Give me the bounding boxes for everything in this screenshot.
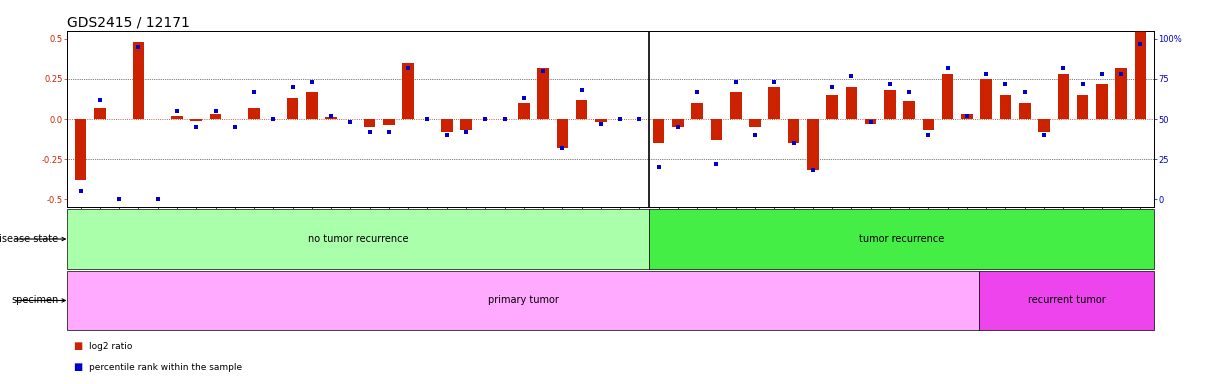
Bar (403, 63, 414, 119)
Bar (460, 119, 471, 130)
Bar (1077, 95, 1088, 119)
Bar (133, 42, 144, 119)
Bar (846, 87, 857, 119)
Bar (383, 119, 394, 126)
Bar (884, 90, 896, 119)
Bar (210, 114, 221, 119)
Bar (653, 119, 664, 143)
Bar (650, 209, 1154, 269)
Bar (537, 68, 549, 119)
Bar (691, 103, 703, 119)
Text: disease state: disease state (0, 234, 59, 244)
Bar (306, 92, 317, 119)
Bar (1057, 74, 1070, 119)
Bar (1020, 103, 1031, 119)
Bar (864, 119, 877, 124)
Bar (94, 108, 106, 119)
Text: no tumor recurrence: no tumor recurrence (308, 234, 409, 244)
Bar (672, 119, 684, 127)
Bar (1115, 68, 1127, 119)
Bar (74, 119, 87, 180)
Bar (518, 103, 530, 119)
Bar (711, 119, 723, 140)
Bar (961, 114, 973, 119)
Text: specimen: specimen (11, 295, 59, 306)
Bar (979, 271, 1154, 330)
Bar (595, 119, 607, 122)
Bar (325, 118, 337, 119)
Bar (941, 74, 954, 119)
Bar (364, 119, 375, 127)
Bar (576, 100, 587, 119)
Bar (750, 119, 761, 127)
Bar (171, 116, 183, 119)
Bar (67, 271, 979, 330)
Bar (807, 119, 818, 170)
Text: tumor recurrence: tumor recurrence (858, 234, 944, 244)
Text: primary tumor: primary tumor (487, 295, 559, 306)
Bar (788, 119, 800, 143)
Text: recurrent tumor: recurrent tumor (1028, 295, 1105, 306)
Text: percentile rank within the sample: percentile rank within the sample (89, 364, 242, 372)
Text: GDS2415 / 12171: GDS2415 / 12171 (67, 16, 190, 30)
Bar (190, 119, 201, 121)
Bar (730, 92, 741, 119)
Bar (248, 108, 260, 119)
Bar (1038, 119, 1050, 132)
Bar (827, 95, 838, 119)
Bar (1096, 84, 1107, 119)
Text: ■: ■ (73, 362, 83, 372)
Bar (287, 98, 298, 119)
Bar (980, 79, 991, 119)
Bar (67, 209, 650, 269)
Text: ■: ■ (73, 341, 83, 351)
Bar (768, 87, 780, 119)
Bar (904, 101, 915, 119)
Bar (557, 119, 568, 148)
Bar (1000, 95, 1011, 119)
Bar (1134, 0, 1147, 119)
Bar (441, 119, 453, 132)
Text: log2 ratio: log2 ratio (89, 343, 133, 351)
Bar (923, 119, 934, 130)
